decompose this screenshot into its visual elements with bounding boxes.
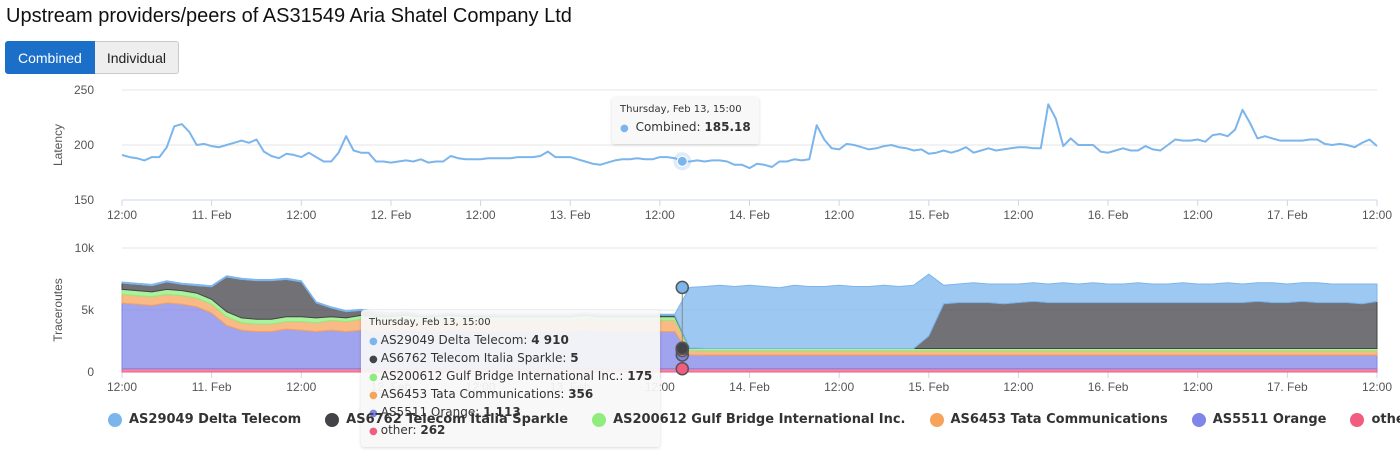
traceroutes-x-tick-label: 14. Feb <box>729 380 770 394</box>
latency-x-tick-label: 12:00 <box>645 208 675 222</box>
legend-item[interactable]: AS29049 Delta Telecom <box>108 412 301 427</box>
latency-tooltip-value: 185.18 <box>704 120 751 134</box>
page-title: Upstream providers/peers of AS31549 Aria… <box>6 5 572 27</box>
series-dot-icon: ● <box>369 354 378 365</box>
tooltip-row-value: 262 <box>420 423 446 437</box>
latency-y-tick-label: 250 <box>74 83 94 97</box>
latency-x-tick-label: 12:00 <box>1362 208 1392 222</box>
individual-button[interactable]: Individual <box>94 41 179 74</box>
tooltip-row-value: 175 <box>627 369 653 383</box>
tooltip-row-value: 356 <box>568 387 594 401</box>
latency-x-tick-label: 12:00 <box>1183 208 1213 222</box>
traceroutes-x-tick-label: 12:00 <box>1183 380 1213 394</box>
traceroutes-x-tick-label: 12:00 <box>1003 380 1033 394</box>
legend-swatch-icon <box>325 412 340 427</box>
latency-x-tick-label: 12:00 <box>1003 208 1033 222</box>
legend-label: AS29049 Delta Telecom <box>129 412 302 427</box>
legend-label: AS5511 Orange <box>1212 412 1327 427</box>
traceroutes-y-tick-label: 10k <box>75 241 95 255</box>
tooltip-row: ● AS5511 Orange: 1 113 <box>369 404 652 422</box>
latency-y-axis-title: Latency <box>51 124 65 166</box>
latency-x-tick-label: 12:00 <box>107 208 137 222</box>
traceroutes-x-tick-label: 12:00 <box>824 380 854 394</box>
series-dot-icon: ● <box>369 372 378 383</box>
latency-x-tick-label: 12:00 <box>824 208 854 222</box>
traceroutes-x-tick-label: 17. Feb <box>1267 380 1308 394</box>
series-dot-icon: ● <box>369 390 378 401</box>
latency-hover-point <box>676 155 688 167</box>
latency-tooltip-series: Combined <box>635 120 697 134</box>
tooltip-row-label: AS29049 Delta Telecom <box>380 333 524 347</box>
latency-x-tick-label: 12:00 <box>286 208 316 222</box>
legend-swatch-icon <box>592 412 607 427</box>
legend-item[interactable]: other <box>1350 412 1400 427</box>
tooltip-row-value: 5 <box>570 351 579 365</box>
traceroutes-y-axis-title: Traceroutes <box>51 278 65 342</box>
traceroutes-tooltip-date: Thursday, Feb 13, 15:00 <box>369 317 491 328</box>
traceroutes-hover-point <box>675 362 690 376</box>
tooltip-row: ● AS200612 Gulf Bridge International Inc.… <box>369 368 652 386</box>
tooltip-row: ● other: 262 <box>369 422 652 440</box>
traceroutes-hover-point <box>675 280 690 295</box>
traceroutes-x-tick-label: 12:00 <box>286 380 316 394</box>
traceroutes-x-tick-label: 12:00 <box>1362 380 1392 394</box>
latency-x-tick-label: 11. Feb <box>192 208 232 222</box>
view-toggle: Combined Individual <box>5 41 179 74</box>
traceroutes-hover-point <box>675 341 690 356</box>
legend-swatch-icon <box>1191 412 1206 427</box>
latency-y-tick-label: 200 <box>74 138 94 152</box>
traceroutes-x-tick-label: 11. Feb <box>192 380 232 394</box>
legend-label: other <box>1371 412 1400 427</box>
traceroutes-tooltip: Thursday, Feb 13, 15:00 ● AS29049 Delta T… <box>361 310 661 447</box>
legend-label: AS200612 Gulf Bridge International Inc. <box>613 412 906 427</box>
latency-x-tick-label: 12. Feb <box>371 208 412 222</box>
series-dot-icon: ● <box>369 426 378 437</box>
tooltip-row-label: AS6762 Telecom Italia Sparkle <box>380 351 563 365</box>
chart-legend: AS29049 Delta Telecom AS6762 Telecom Ital… <box>108 412 1400 427</box>
legend-label: AS6762 Telecom Italia Sparkle <box>346 412 569 427</box>
latency-x-tick-label: 17. Feb <box>1267 208 1308 222</box>
traceroutes-tooltip-rows: ● AS29049 Delta Telecom: 4 910 ● AS6762 Tel… <box>369 332 652 440</box>
latency-x-tick-label: 12:00 <box>466 208 496 222</box>
tooltip-row: ● AS6453 Tata Communications: 356 <box>369 386 652 404</box>
tooltip-row-value: 4 910 <box>531 333 569 347</box>
tooltip-row: ● AS6762 Telecom Italia Sparkle: 5 <box>369 350 652 368</box>
traceroutes-x-tick-label: 16. Feb <box>1088 380 1129 394</box>
legend-swatch-icon <box>929 412 944 427</box>
legend-label: AS6453 Tata Communications <box>950 412 1168 427</box>
latency-line <box>121 103 1378 170</box>
tooltip-row-label: AS6453 Tata Communications <box>380 387 561 401</box>
legend-swatch-icon <box>1350 412 1365 427</box>
latency-tooltip-date: Thursday, Feb 13, 15:00 <box>620 104 742 115</box>
combined-button[interactable]: Combined <box>5 41 95 74</box>
traceroutes-x-tick-label: 15. Feb <box>908 380 949 394</box>
latency-y-tick-label: 150 <box>74 193 94 207</box>
latency-x-tick-label: 13. Feb <box>550 208 591 222</box>
traceroutes-y-tick-label: 0 <box>87 365 94 379</box>
tooltip-row: ● AS29049 Delta Telecom: 4 910 <box>369 332 652 350</box>
legend-swatch-icon <box>108 412 122 427</box>
latency-x-tick-label: 14. Feb <box>729 208 770 222</box>
latency-tooltip: Thursday, Feb 13, 15:00 ● Combined: 185.… <box>612 97 759 144</box>
series-dot-icon: ● <box>620 123 629 134</box>
latency-x-tick-label: 16. Feb <box>1088 208 1129 222</box>
legend-item[interactable]: AS5511 Orange <box>1191 412 1327 427</box>
tooltip-row-label: AS5511 Orange <box>380 405 476 419</box>
legend-item[interactable]: AS6453 Tata Communications <box>929 412 1168 427</box>
traceroutes-y-tick-label: 5k <box>81 303 95 317</box>
legend-item[interactable]: AS6762 Telecom Italia Sparkle <box>325 412 568 427</box>
series-dot-icon: ● <box>369 336 378 347</box>
series-dot-icon: ● <box>369 408 378 419</box>
latency-x-tick-label: 15. Feb <box>908 208 949 222</box>
tooltip-row-label: AS200612 Gulf Bridge International Inc. <box>380 369 620 383</box>
legend-item[interactable]: AS200612 Gulf Bridge International Inc. <box>592 412 906 427</box>
tooltip-row-value: 1 113 <box>483 405 521 419</box>
tooltip-row-label: other <box>380 423 413 437</box>
traceroutes-x-tick-label: 12:00 <box>107 380 137 394</box>
